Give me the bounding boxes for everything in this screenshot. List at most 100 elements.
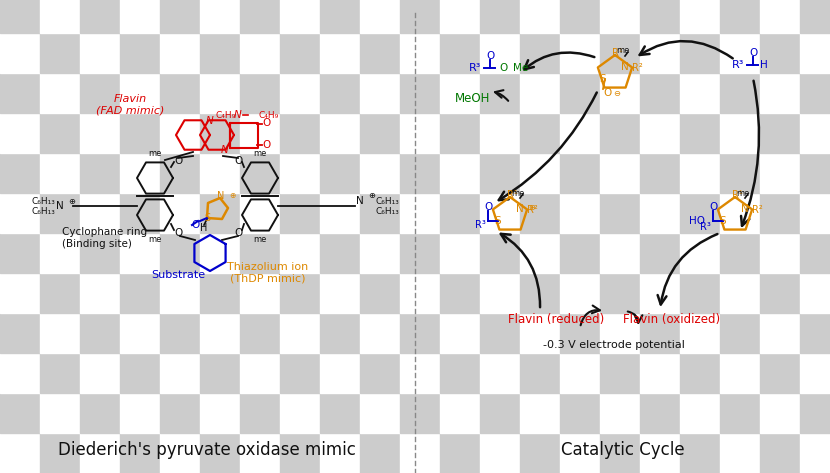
Bar bbox=[640, 113, 680, 153]
Bar bbox=[160, 233, 200, 273]
Text: S: S bbox=[204, 213, 210, 223]
Bar bbox=[560, 433, 600, 473]
Text: N: N bbox=[234, 110, 242, 120]
Bar bbox=[280, 193, 320, 233]
Text: Substrate: Substrate bbox=[151, 270, 205, 280]
Text: C₄H₉: C₄H₉ bbox=[258, 111, 278, 120]
Bar bbox=[800, 33, 830, 73]
Bar bbox=[200, 433, 240, 473]
Bar bbox=[400, 33, 440, 73]
Bar bbox=[760, 73, 800, 113]
Text: ⊕: ⊕ bbox=[68, 196, 75, 205]
Bar bbox=[480, 233, 520, 273]
Bar bbox=[160, 393, 200, 433]
Bar bbox=[320, 193, 360, 233]
Bar bbox=[440, 113, 480, 153]
Text: Flavin (reduced): Flavin (reduced) bbox=[508, 314, 604, 326]
Bar bbox=[640, 73, 680, 113]
Text: R²: R² bbox=[526, 205, 537, 215]
Bar bbox=[80, 393, 120, 433]
Text: N: N bbox=[356, 196, 364, 206]
Bar bbox=[80, 313, 120, 353]
Bar bbox=[400, 153, 440, 193]
Bar bbox=[40, 393, 80, 433]
Bar bbox=[520, 33, 560, 73]
Bar bbox=[320, 33, 360, 73]
Text: S: S bbox=[720, 216, 726, 226]
Bar bbox=[440, 273, 480, 313]
Bar bbox=[680, 0, 720, 33]
Bar bbox=[720, 233, 760, 273]
Bar bbox=[0, 353, 40, 393]
Bar bbox=[600, 153, 640, 193]
Bar bbox=[560, 393, 600, 433]
Bar bbox=[240, 153, 280, 193]
Bar bbox=[360, 33, 400, 73]
Bar bbox=[680, 273, 720, 313]
Bar bbox=[680, 393, 720, 433]
Bar bbox=[400, 193, 440, 233]
Bar bbox=[680, 153, 720, 193]
Bar bbox=[720, 273, 760, 313]
Text: N: N bbox=[217, 191, 225, 201]
Text: S: S bbox=[600, 74, 606, 84]
Bar bbox=[440, 313, 480, 353]
Bar bbox=[80, 273, 120, 313]
Bar bbox=[400, 73, 440, 113]
Text: O: O bbox=[191, 220, 199, 230]
Bar bbox=[280, 353, 320, 393]
Text: O: O bbox=[484, 202, 492, 212]
Bar bbox=[600, 313, 640, 353]
Bar bbox=[200, 273, 240, 313]
Bar bbox=[40, 313, 80, 353]
Bar bbox=[640, 193, 680, 233]
Bar bbox=[440, 33, 480, 73]
Bar bbox=[640, 0, 680, 33]
Bar bbox=[400, 353, 440, 393]
Bar bbox=[800, 233, 830, 273]
Bar bbox=[320, 73, 360, 113]
Text: ⊕: ⊕ bbox=[368, 192, 375, 201]
Text: me: me bbox=[253, 236, 266, 245]
Bar bbox=[280, 313, 320, 353]
Bar bbox=[800, 0, 830, 33]
Bar bbox=[800, 113, 830, 153]
Bar bbox=[280, 233, 320, 273]
Bar bbox=[0, 313, 40, 353]
Bar bbox=[240, 393, 280, 433]
Bar bbox=[560, 0, 600, 33]
Bar bbox=[120, 233, 160, 273]
Bar bbox=[40, 113, 80, 153]
Bar bbox=[0, 153, 40, 193]
Bar bbox=[40, 233, 80, 273]
Bar bbox=[160, 313, 200, 353]
Bar bbox=[320, 313, 360, 353]
Text: O: O bbox=[173, 228, 182, 238]
Bar bbox=[560, 353, 600, 393]
Bar bbox=[400, 0, 440, 33]
Bar bbox=[280, 73, 320, 113]
Bar bbox=[600, 353, 640, 393]
Bar bbox=[600, 393, 640, 433]
Bar bbox=[160, 193, 200, 233]
Text: Me: Me bbox=[513, 63, 528, 73]
Bar bbox=[160, 113, 200, 153]
Bar bbox=[0, 393, 40, 433]
Text: R²: R² bbox=[632, 63, 642, 73]
Bar bbox=[280, 33, 320, 73]
Bar bbox=[360, 193, 400, 233]
Bar bbox=[800, 273, 830, 313]
Text: Flavin
(FAD mimic): Flavin (FAD mimic) bbox=[95, 94, 164, 116]
Bar bbox=[640, 433, 680, 473]
Bar bbox=[400, 393, 440, 433]
Bar bbox=[240, 113, 280, 153]
Bar bbox=[160, 33, 200, 73]
Bar bbox=[720, 73, 760, 113]
Text: O: O bbox=[262, 118, 271, 128]
Bar bbox=[280, 273, 320, 313]
Bar bbox=[800, 73, 830, 113]
Text: R¹: R¹ bbox=[506, 190, 517, 200]
Bar bbox=[200, 353, 240, 393]
Bar bbox=[520, 313, 560, 353]
Bar bbox=[240, 353, 280, 393]
